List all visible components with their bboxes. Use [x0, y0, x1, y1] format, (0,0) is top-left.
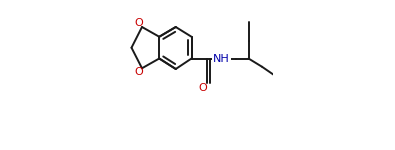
Text: O: O: [199, 83, 208, 93]
Text: O: O: [134, 18, 143, 28]
Text: O: O: [134, 67, 143, 77]
Text: NH: NH: [213, 54, 230, 63]
